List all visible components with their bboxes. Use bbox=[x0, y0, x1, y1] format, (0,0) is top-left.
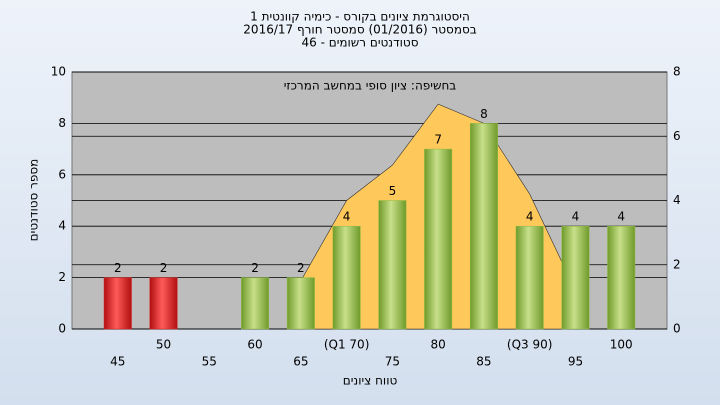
bar bbox=[607, 225, 636, 330]
y2-tick-label: 8 bbox=[673, 65, 681, 79]
bar bbox=[332, 225, 361, 330]
value-label: 2 bbox=[160, 261, 168, 275]
bar bbox=[561, 225, 590, 330]
bar bbox=[424, 148, 453, 330]
y2-tick-label: 6 bbox=[673, 129, 681, 143]
x-axis-label: טווח ציונים bbox=[343, 374, 398, 388]
bar bbox=[103, 277, 132, 330]
x-tick-label: 75 bbox=[385, 355, 400, 369]
x-tick-label: 55 bbox=[202, 355, 217, 369]
y2-tick-label: 2 bbox=[673, 257, 681, 271]
x-tick-label: 60 bbox=[247, 338, 262, 352]
bar bbox=[286, 277, 315, 330]
chart-title: היסטוגרמת ציונים בקורס - כימיה קוונטית 1 bbox=[250, 10, 470, 24]
x-tick-label: 65 bbox=[293, 355, 308, 369]
value-label: 7 bbox=[434, 133, 442, 147]
bar bbox=[149, 277, 178, 330]
value-label: 2 bbox=[114, 261, 122, 275]
y-tick-label: 4 bbox=[58, 219, 66, 233]
chart-subtitle: בסמסטר (01/2016) סמסטר חורף 2016/17 bbox=[243, 23, 476, 37]
y-tick-label: 0 bbox=[58, 322, 66, 336]
value-label: 2 bbox=[297, 261, 305, 275]
bar bbox=[378, 200, 407, 330]
x-tick-label: (Q3 90) bbox=[507, 338, 553, 352]
value-label: 2 bbox=[251, 261, 259, 275]
bar bbox=[241, 277, 270, 330]
x-tick-label: 85 bbox=[476, 355, 491, 369]
chart-subtitle: סטודנטים רשומים - 46 bbox=[301, 36, 418, 50]
value-label: 4 bbox=[343, 210, 351, 224]
bar bbox=[469, 123, 498, 330]
value-label: 4 bbox=[572, 210, 580, 224]
x-tick-label: 45 bbox=[110, 355, 125, 369]
value-label: 8 bbox=[480, 107, 488, 121]
x-tick-label: 80 bbox=[431, 338, 446, 352]
annotation: בחשיפה: ציון סופי במחשב המרכזי bbox=[284, 79, 457, 93]
bar bbox=[515, 225, 544, 330]
y-tick-label: 8 bbox=[58, 116, 66, 130]
y-axis-label: מספר סטודנטים bbox=[27, 159, 41, 242]
x-tick-label: 50 bbox=[156, 338, 171, 352]
y2-tick-label: 4 bbox=[673, 193, 681, 207]
value-label: 4 bbox=[526, 210, 534, 224]
x-tick-label: 95 bbox=[568, 355, 583, 369]
value-label: 4 bbox=[617, 210, 625, 224]
y-tick-label: 2 bbox=[58, 270, 66, 284]
y2-tick-label: 0 bbox=[673, 322, 681, 336]
y-tick-label: 6 bbox=[58, 167, 66, 181]
value-label: 5 bbox=[389, 184, 397, 198]
x-tick-label: 100 bbox=[610, 338, 633, 352]
x-tick-label: (Q1 70) bbox=[324, 338, 370, 352]
y-tick-label: 10 bbox=[51, 65, 66, 79]
